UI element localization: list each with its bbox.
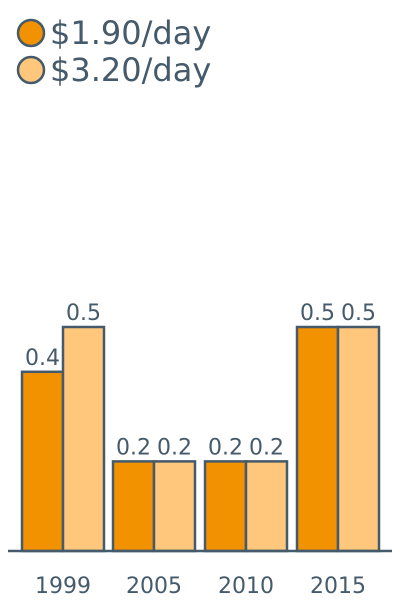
x-axis-ticks: 1999 2005 2010 2015: [35, 574, 366, 599]
value-label-1999-series-0: 0.4: [25, 346, 60, 371]
value-label-2015-series-1: 0.5: [341, 301, 376, 326]
legend-label-1: $3.20/day: [50, 51, 211, 89]
value-label-2010-series-0: 0.2: [208, 435, 243, 460]
x-tick-label-2015: 2015: [310, 574, 366, 599]
bar-2010-series-0: [203, 460, 248, 553]
bar-1999-series-1: [61, 325, 106, 553]
value-labels: 0.40.50.2 0.2 0.2 0.20.5 0.5: [25, 301, 376, 460]
legend-label-0: $1.90/day: [50, 14, 211, 52]
value-label-2005-series-1: 0.2: [157, 435, 192, 460]
legend: $1.90/day$3.20/day: [16, 14, 211, 89]
value-label-1999-series-1: 0.5: [66, 301, 101, 326]
value-label-2010-series-1: 0.2: [249, 435, 284, 460]
bar-1999-series-0: [20, 370, 65, 553]
bar-2015-series-0: [295, 325, 340, 553]
legend-swatch-1: [16, 55, 46, 85]
bar-2010-series-1: [244, 460, 289, 553]
legend-swatch-0: [16, 18, 46, 48]
bars: [20, 325, 381, 553]
bar-2015-series-1: [336, 325, 381, 553]
x-tick-label-2005: 2005: [126, 574, 182, 599]
bar-2005-series-1: [152, 460, 197, 553]
value-label-2015-series-0: 0.5: [300, 301, 335, 326]
x-tick-label-2010: 2010: [218, 574, 274, 599]
x-tick-label-1999: 1999: [35, 574, 91, 599]
value-label-2005-series-0: 0.2: [116, 435, 151, 460]
bar-2005-series-0: [111, 460, 156, 553]
